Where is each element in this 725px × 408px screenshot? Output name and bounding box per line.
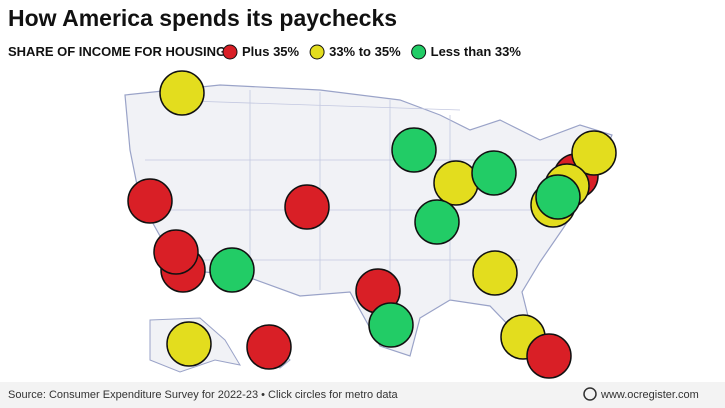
legend-swatch xyxy=(309,44,325,60)
metro-circle[interactable] xyxy=(535,174,581,220)
metro-circle[interactable] xyxy=(471,150,517,196)
legend-label: SHARE OF INCOME FOR HOUSING: xyxy=(8,44,230,59)
metro-circle[interactable] xyxy=(368,302,414,348)
legend-text: Less than 33% xyxy=(431,44,522,59)
watermark: www.ocregister.com xyxy=(600,389,699,401)
metro-circle[interactable] xyxy=(246,324,292,370)
watermark-icon xyxy=(583,387,597,401)
legend: Plus 35% 33% to 35% Less than 33% xyxy=(222,44,522,60)
metro-circle[interactable] xyxy=(209,247,255,293)
legend-swatch xyxy=(411,44,427,60)
metro-circle[interactable] xyxy=(127,178,173,224)
metro-circle[interactable] xyxy=(391,127,437,173)
metro-circle[interactable] xyxy=(153,229,199,275)
legend-text: 33% to 35% xyxy=(329,44,401,59)
legend-text: Plus 35% xyxy=(242,44,300,59)
legend-swatch xyxy=(222,44,238,60)
metro-circle[interactable] xyxy=(526,333,572,379)
metro-circle[interactable] xyxy=(472,250,518,296)
metro-circles xyxy=(127,70,617,379)
metro-circle[interactable] xyxy=(159,70,205,116)
metro-circle[interactable] xyxy=(166,321,212,367)
metro-circle[interactable] xyxy=(433,160,479,206)
source: Source: Consumer Expenditure Survey for … xyxy=(8,389,399,401)
footer-bar xyxy=(0,382,725,408)
metro-circle[interactable] xyxy=(284,184,330,230)
metro-circle[interactable] xyxy=(414,199,460,245)
metro-circle[interactable] xyxy=(571,130,617,176)
title: How America spends its paychecks xyxy=(8,5,397,31)
